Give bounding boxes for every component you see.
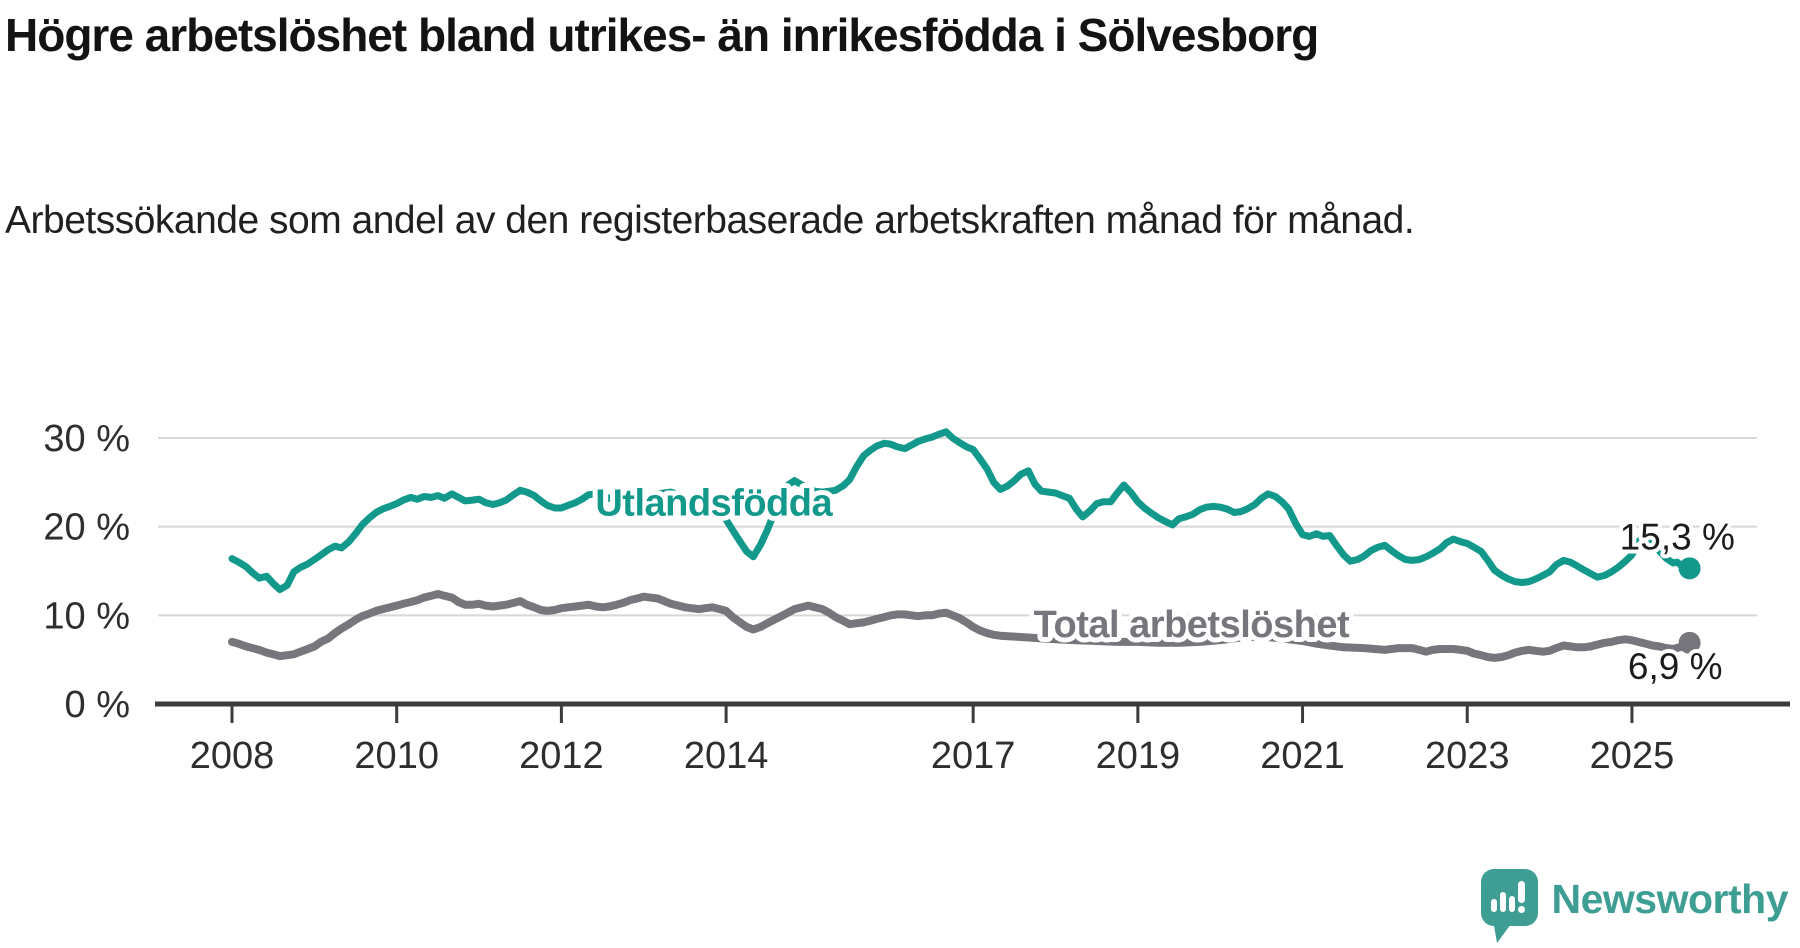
chart-subtitle: Arbetssökande som andel av den registerb…: [5, 199, 1415, 242]
end-value-label-utlandsfodda: 15,3 %: [1620, 517, 1735, 558]
page-title: Högre arbetslöshet bland utrikes- än inr…: [5, 9, 1319, 61]
y-axis-label: 0 %: [65, 684, 130, 726]
newsworthy-logo: Newsworthy: [1480, 868, 1789, 944]
x-axis-label: 2025: [1590, 735, 1675, 777]
x-axis-label: 2014: [684, 735, 769, 777]
series-line-utlandsfodda: [228, 428, 1694, 594]
x-axis-label: 2017: [931, 735, 1016, 777]
y-axis-label: 30 %: [43, 418, 130, 460]
newsworthy-logo-icon: [1480, 869, 1538, 943]
x-axis-label: 2021: [1260, 735, 1345, 777]
x-axis-label: 2023: [1425, 735, 1510, 777]
series-end-dot-utlandsfodda: [1678, 557, 1701, 580]
series-label-total: Total arbetslöshet: [1034, 604, 1350, 646]
series-end-dot-total: [1678, 631, 1701, 654]
y-axis-label: 10 %: [43, 595, 130, 637]
newsworthy-logo-text: Newsworthy: [1551, 875, 1789, 922]
series-label-utlandsfodda: Utlandsfödda: [595, 483, 833, 525]
series-line-total: [228, 590, 1694, 662]
x-axis-label: 2010: [354, 735, 439, 777]
x-axis-label: 2008: [190, 735, 275, 777]
y-axis-label: 20 %: [43, 507, 130, 549]
end-value-label-total: 6,9 %: [1628, 646, 1723, 687]
x-axis-label: 2019: [1096, 735, 1181, 777]
x-axis-label: 2012: [519, 735, 604, 777]
